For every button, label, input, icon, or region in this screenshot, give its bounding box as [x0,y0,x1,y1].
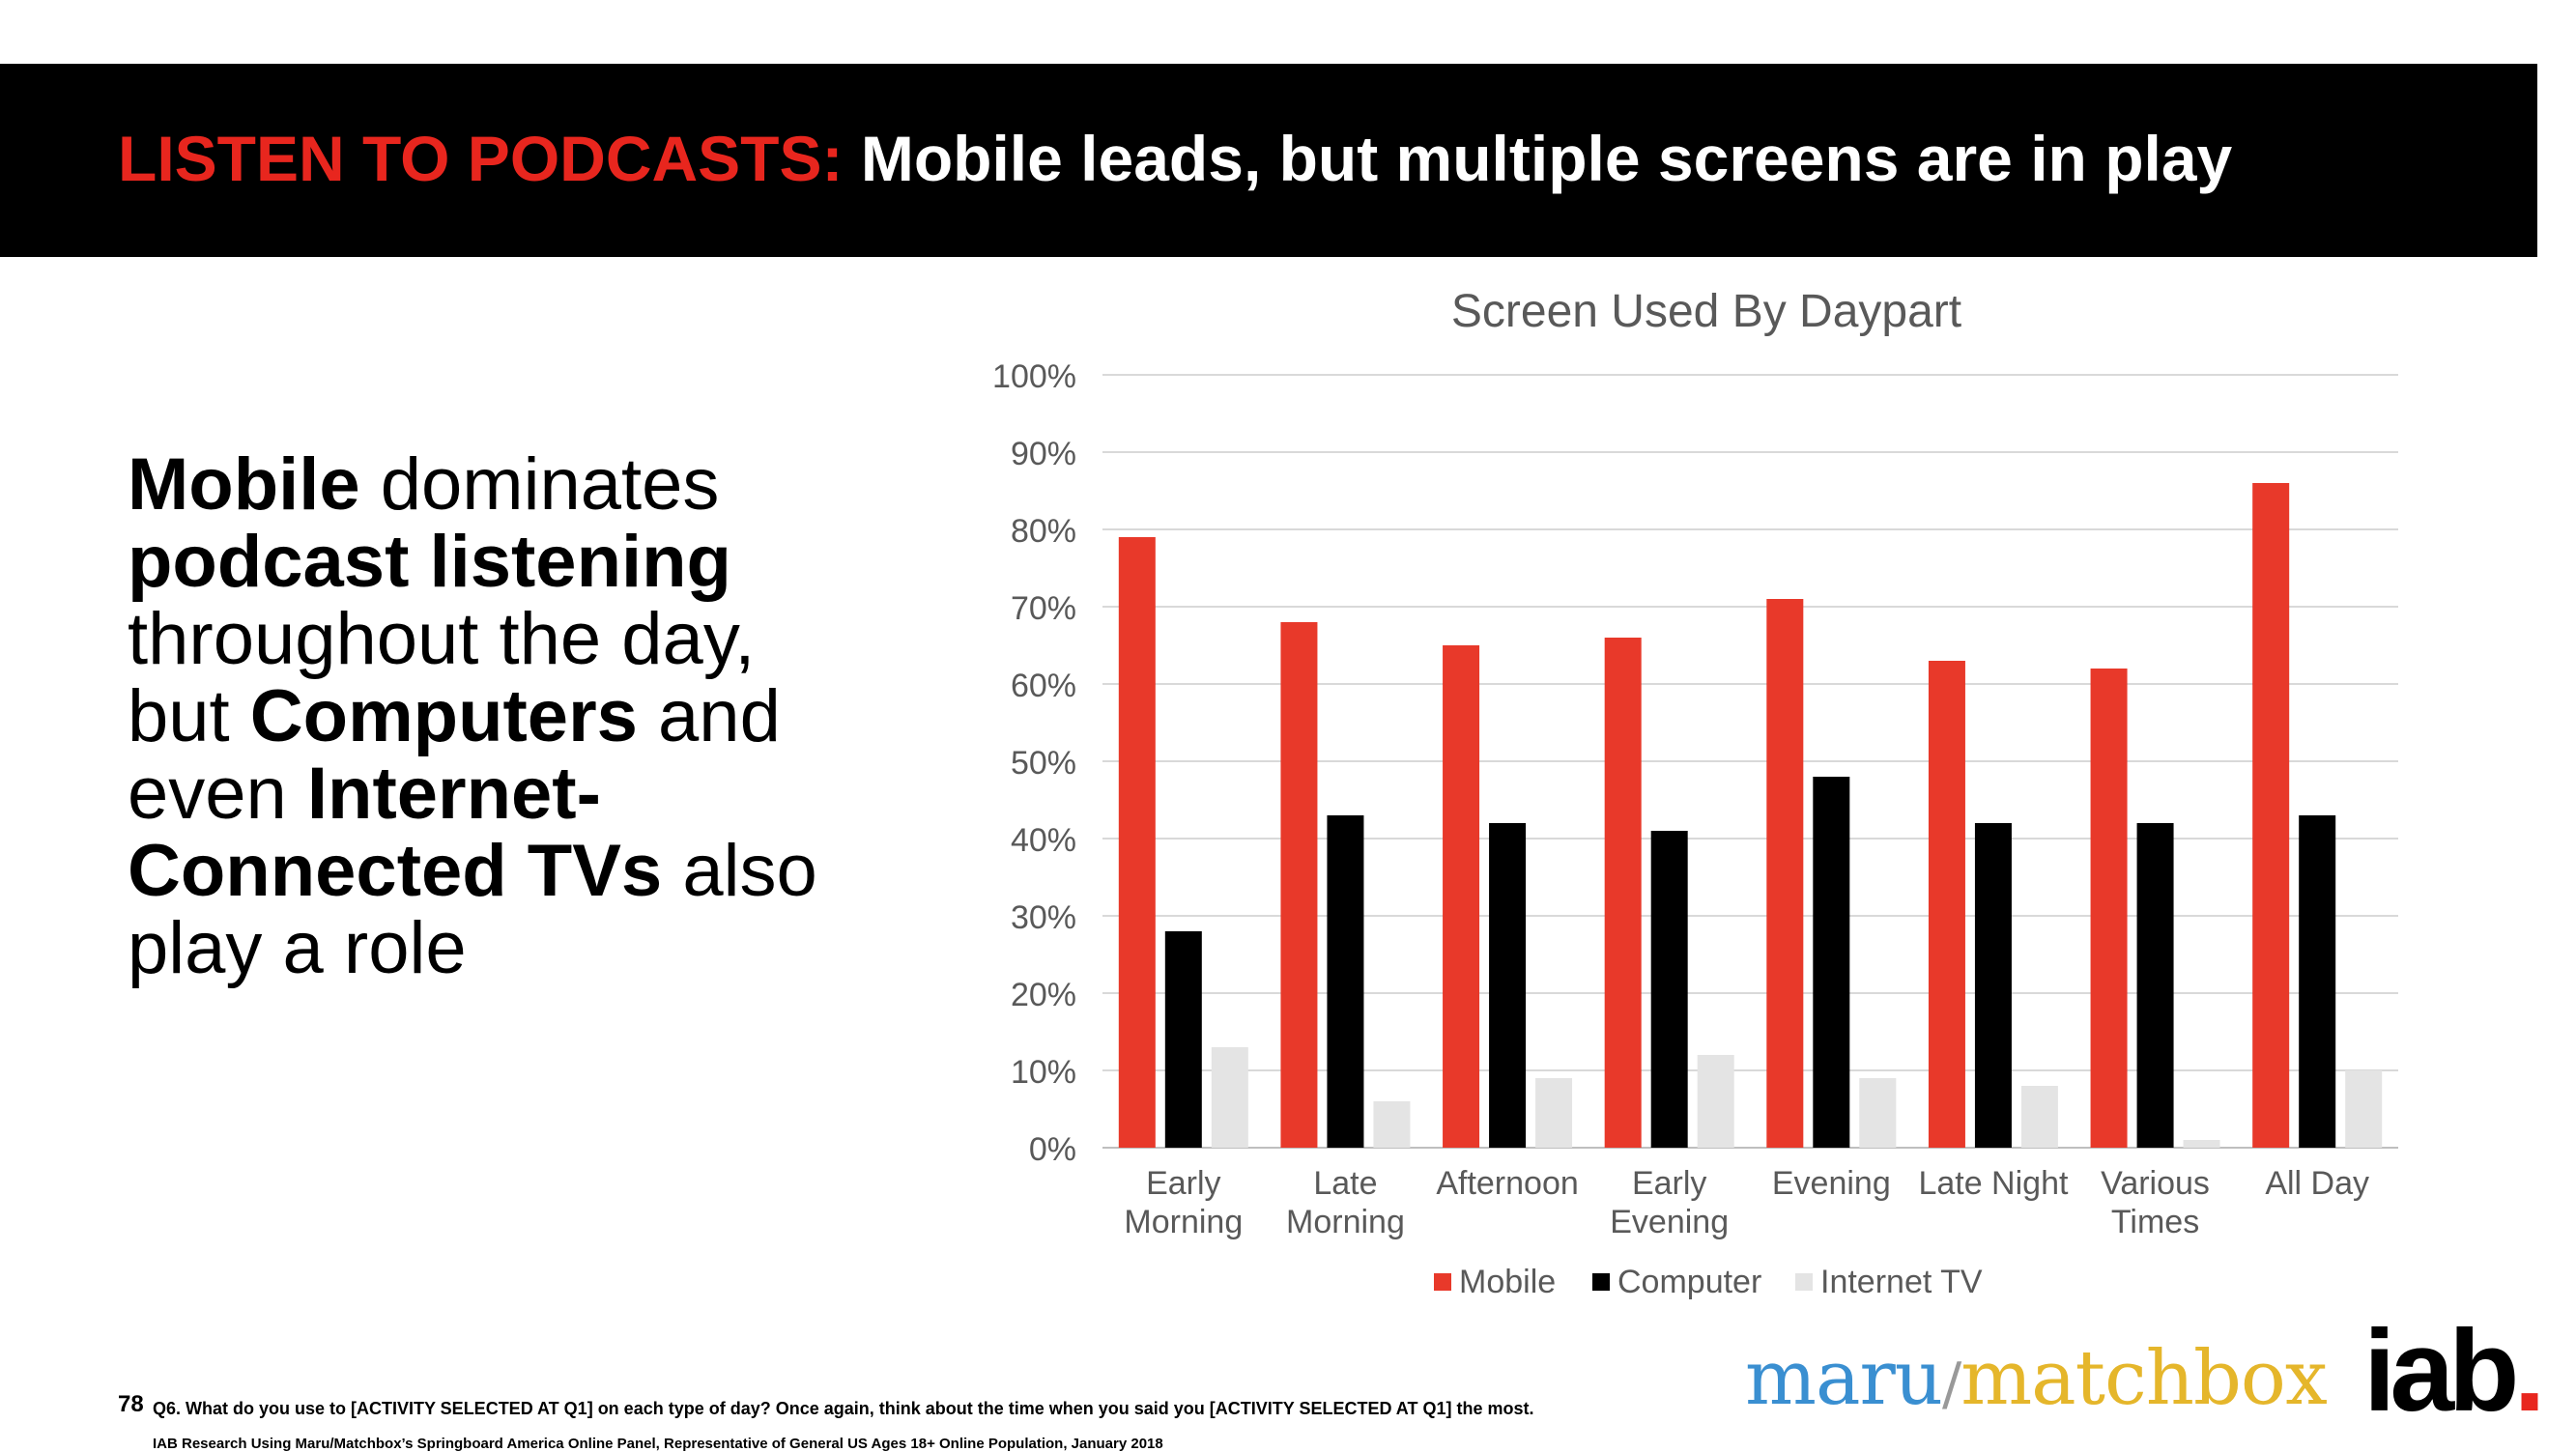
slide-title-accent: LISTEN TO PODCASTS: [118,123,844,194]
legend-label: Mobile [1459,1264,1556,1300]
bar-computer [2299,815,2336,1148]
logo-iab-text: iab [2363,1306,2519,1436]
slide-title-main: Mobile leads, but multiple screens are i… [860,123,2233,194]
headline-part: throughout the day, but [128,598,756,757]
y-tick-label: 50% [1011,745,1076,782]
x-tick-label: Times [2111,1204,2199,1240]
logo-separator: / [1942,1351,1961,1418]
bar-internet-tv [1697,1055,1734,1148]
bar-internet-tv [1859,1078,1897,1148]
y-tick-label: 30% [1011,899,1076,936]
chart-title: Screen Used By Daypart [1451,286,1961,337]
bar-mobile [1604,638,1642,1148]
logo-maru-text: maru [1745,1335,1943,1422]
y-tick-label: 70% [1011,590,1076,627]
legend-label: Computer [1617,1264,1761,1300]
x-tick-label: Evening [1772,1165,1891,1202]
legend-label: Internet TV [1820,1264,1983,1300]
bar-internet-tv [1373,1101,1411,1148]
logo-iab-dot: . [2513,1306,2545,1436]
bar-internet-tv [2345,1070,2383,1148]
y-tick-label: 80% [1011,513,1076,550]
bar-computer [1974,823,2012,1148]
x-tick-label: Late Night [1918,1165,2069,1202]
iab-logo: iab. [2363,1304,2546,1438]
footnote-question: Q6. What do you use to [ACTIVITY SELECTE… [153,1399,1534,1418]
y-tick-label: 60% [1011,668,1076,704]
bar-internet-tv [2020,1086,2058,1148]
bar-mobile [1280,622,1318,1148]
bar-mobile [1118,537,1156,1148]
page-number: 78 [118,1391,144,1417]
bar-mobile [2252,483,2290,1148]
logo-matchbox-text: matchbox [1961,1335,2328,1422]
y-tick-label: 20% [1011,977,1076,1013]
y-tick-label: 90% [1011,436,1076,472]
y-tick-label: 10% [1011,1054,1076,1091]
x-tick-label: Morning [1124,1204,1243,1240]
bar-internet-tv [1535,1078,1573,1148]
x-tick-label: Evening [1610,1204,1729,1240]
bar-computer [1327,815,1364,1148]
legend-swatch [1592,1273,1610,1291]
bar-computer [1164,931,1202,1148]
bar-computer [1813,777,1850,1148]
bar-computer [1650,831,1688,1148]
bar-chart: Screen Used By Daypart 0% 10% 20% 30% 40% 50%… [992,286,2398,1300]
y-tick-label: 0% [1029,1131,1076,1168]
x-tick-label: Early [1632,1165,1706,1202]
headline-part: dominates [359,443,720,526]
x-tick-label: Various [2101,1165,2210,1202]
headline-text: Mobile dominates podcast listening throu… [128,446,862,987]
x-tick-label: All Day [2265,1165,2369,1202]
bar-internet-tv [1211,1047,1248,1148]
headline-bold-tvs: Internet-Connected TVs [128,753,663,912]
legend-swatch [1434,1273,1451,1291]
bar-mobile [1928,661,1965,1148]
x-tick-label: Afternoon [1436,1165,1578,1202]
x-tick-label: Morning [1286,1204,1405,1240]
legend-swatch [1795,1273,1813,1291]
x-tick-label: Late [1313,1165,1377,1202]
headline-bold-mobile: Mobile [128,443,360,526]
headline-bold-podcast: podcast listening [128,521,731,603]
bar-mobile [2090,669,2128,1148]
bar-mobile [1443,645,1480,1148]
y-tick-label: 100% [992,358,1076,395]
bar-computer [1489,823,1527,1148]
bar-internet-tv [2183,1140,2220,1148]
headline-part: also play a role [128,830,817,989]
bar-mobile [1766,599,1804,1148]
x-tick-label: Early [1146,1165,1220,1202]
maru-matchbox-logo: maru/matchbox [1745,1335,2328,1422]
footnote-source: IAB Research Using Maru/Matchbox’s Sprin… [153,1436,1163,1452]
y-tick-label: 40% [1011,822,1076,859]
slide-title: LISTEN TO PODCASTS: Mobile leads, but mu… [118,122,2232,195]
headline-bold-computers: Computers [249,675,638,757]
title-banner [0,64,2537,257]
bar-computer [2136,823,2174,1148]
headline-part: and even [128,675,781,835]
